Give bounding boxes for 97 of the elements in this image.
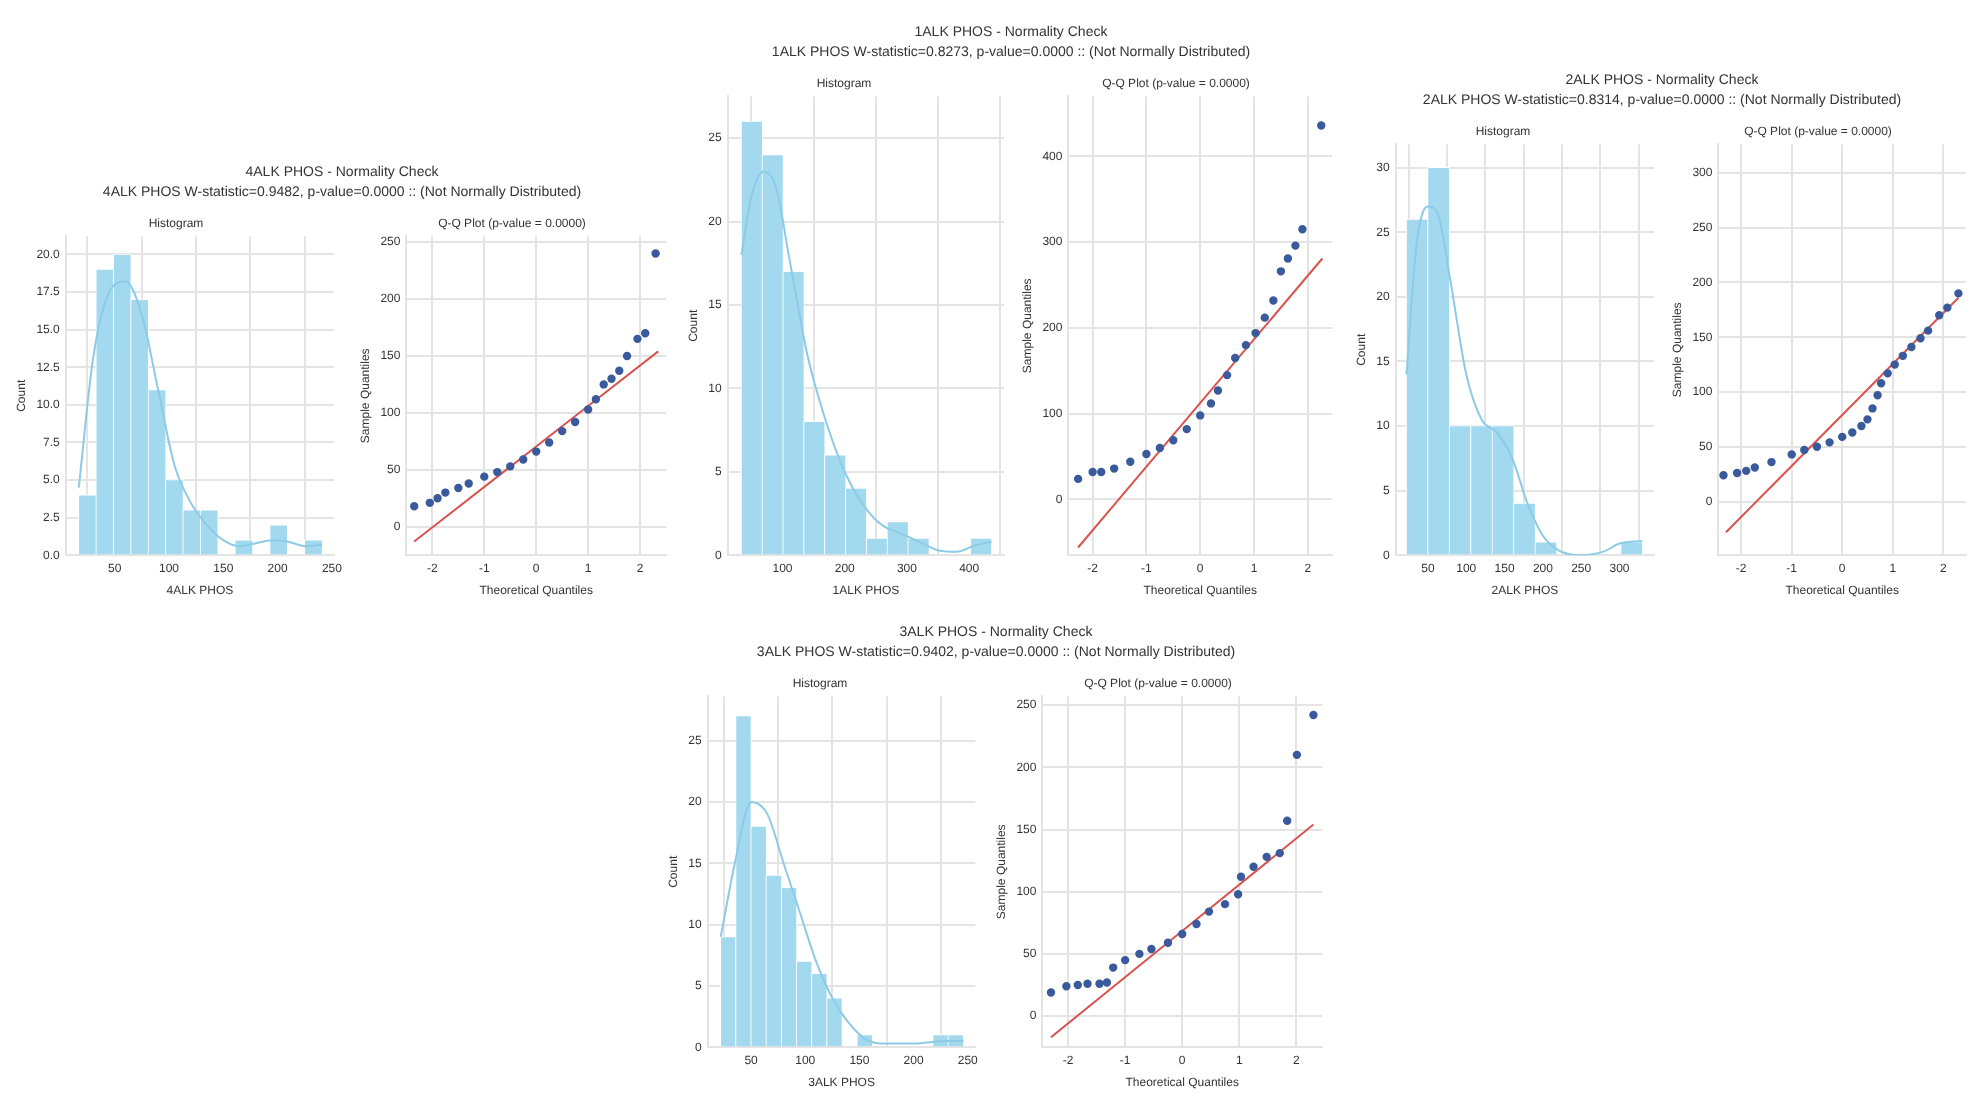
point bbox=[1196, 411, 1205, 420]
point bbox=[633, 334, 642, 344]
point bbox=[1732, 468, 1742, 478]
point bbox=[1102, 978, 1112, 987]
point bbox=[1276, 267, 1286, 276]
point bbox=[1868, 404, 1877, 413]
point bbox=[506, 462, 515, 471]
point bbox=[570, 417, 580, 427]
point bbox=[1213, 386, 1223, 395]
point bbox=[1230, 353, 1240, 363]
point bbox=[1291, 241, 1300, 250]
point bbox=[1109, 464, 1119, 473]
point bbox=[1062, 982, 1071, 991]
point bbox=[1719, 471, 1728, 480]
point bbox=[1890, 360, 1899, 369]
point bbox=[1073, 474, 1083, 484]
point bbox=[641, 328, 650, 338]
point bbox=[1251, 328, 1260, 338]
point bbox=[1309, 710, 1318, 720]
point bbox=[1233, 889, 1243, 899]
point bbox=[1292, 750, 1302, 760]
point bbox=[1943, 303, 1952, 312]
point bbox=[1923, 326, 1933, 335]
point bbox=[1838, 432, 1847, 442]
line-series bbox=[1405, 205, 1644, 556]
line-series bbox=[740, 170, 993, 553]
point bbox=[1108, 963, 1118, 972]
point bbox=[1249, 862, 1258, 872]
point bbox=[1155, 443, 1165, 453]
point bbox=[1206, 399, 1216, 408]
point bbox=[622, 351, 632, 361]
point bbox=[1283, 254, 1293, 263]
point bbox=[1767, 457, 1776, 467]
point bbox=[1126, 457, 1135, 466]
point bbox=[1916, 334, 1925, 343]
point bbox=[1282, 816, 1292, 825]
point bbox=[583, 405, 593, 414]
point bbox=[1954, 289, 1963, 298]
point bbox=[651, 249, 660, 258]
point bbox=[1046, 988, 1056, 997]
point bbox=[607, 374, 616, 383]
point bbox=[1848, 428, 1857, 437]
point bbox=[433, 494, 442, 503]
point bbox=[1298, 225, 1307, 234]
point bbox=[1178, 929, 1187, 939]
point bbox=[425, 498, 434, 508]
point bbox=[1317, 121, 1326, 130]
point bbox=[1163, 938, 1173, 947]
point bbox=[1088, 467, 1097, 477]
point bbox=[599, 380, 608, 389]
point bbox=[1222, 370, 1232, 380]
point bbox=[1873, 391, 1882, 400]
point bbox=[1876, 379, 1886, 388]
point bbox=[1800, 445, 1809, 455]
point bbox=[1907, 342, 1916, 352]
point bbox=[1750, 463, 1759, 472]
point bbox=[519, 455, 528, 464]
point bbox=[1898, 351, 1908, 361]
point bbox=[557, 426, 567, 436]
point bbox=[454, 483, 463, 493]
point bbox=[1863, 415, 1872, 424]
point bbox=[1269, 296, 1278, 305]
point bbox=[1083, 979, 1092, 988]
point bbox=[1825, 438, 1834, 447]
point bbox=[1073, 980, 1082, 990]
point bbox=[1241, 340, 1251, 350]
point bbox=[1275, 848, 1284, 858]
point bbox=[464, 479, 473, 488]
point bbox=[1147, 944, 1156, 954]
point bbox=[1262, 852, 1271, 862]
point bbox=[1236, 872, 1246, 881]
line-series bbox=[719, 800, 965, 1045]
point bbox=[480, 472, 489, 481]
point bbox=[532, 447, 541, 456]
point bbox=[1135, 949, 1144, 959]
point bbox=[493, 467, 502, 477]
point bbox=[1204, 907, 1214, 916]
point bbox=[1182, 424, 1191, 434]
point bbox=[410, 502, 419, 511]
point bbox=[1260, 313, 1269, 322]
point bbox=[1169, 436, 1178, 445]
point bbox=[1742, 466, 1751, 476]
point bbox=[1935, 311, 1944, 320]
point bbox=[591, 395, 601, 404]
point bbox=[544, 438, 554, 447]
point bbox=[1095, 979, 1104, 988]
point bbox=[1192, 919, 1201, 929]
point bbox=[1120, 955, 1130, 965]
point bbox=[1097, 467, 1106, 477]
point bbox=[1857, 421, 1866, 431]
point bbox=[441, 488, 450, 497]
point bbox=[1142, 449, 1151, 459]
point bbox=[1883, 369, 1892, 378]
point bbox=[1812, 442, 1822, 451]
point bbox=[1220, 899, 1230, 909]
point bbox=[1787, 450, 1796, 459]
point bbox=[615, 366, 624, 375]
